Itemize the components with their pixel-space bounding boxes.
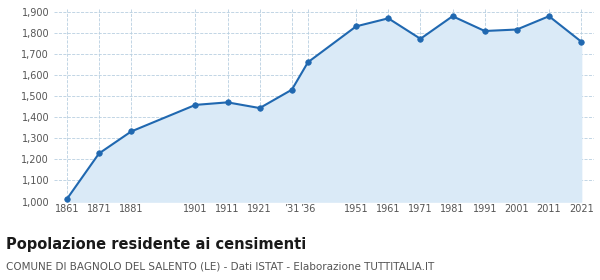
Text: COMUNE DI BAGNOLO DEL SALENTO (LE) - Dati ISTAT - Elaborazione TUTTITALIA.IT: COMUNE DI BAGNOLO DEL SALENTO (LE) - Dat… <box>6 262 434 272</box>
Text: Popolazione residente ai censimenti: Popolazione residente ai censimenti <box>6 237 306 252</box>
